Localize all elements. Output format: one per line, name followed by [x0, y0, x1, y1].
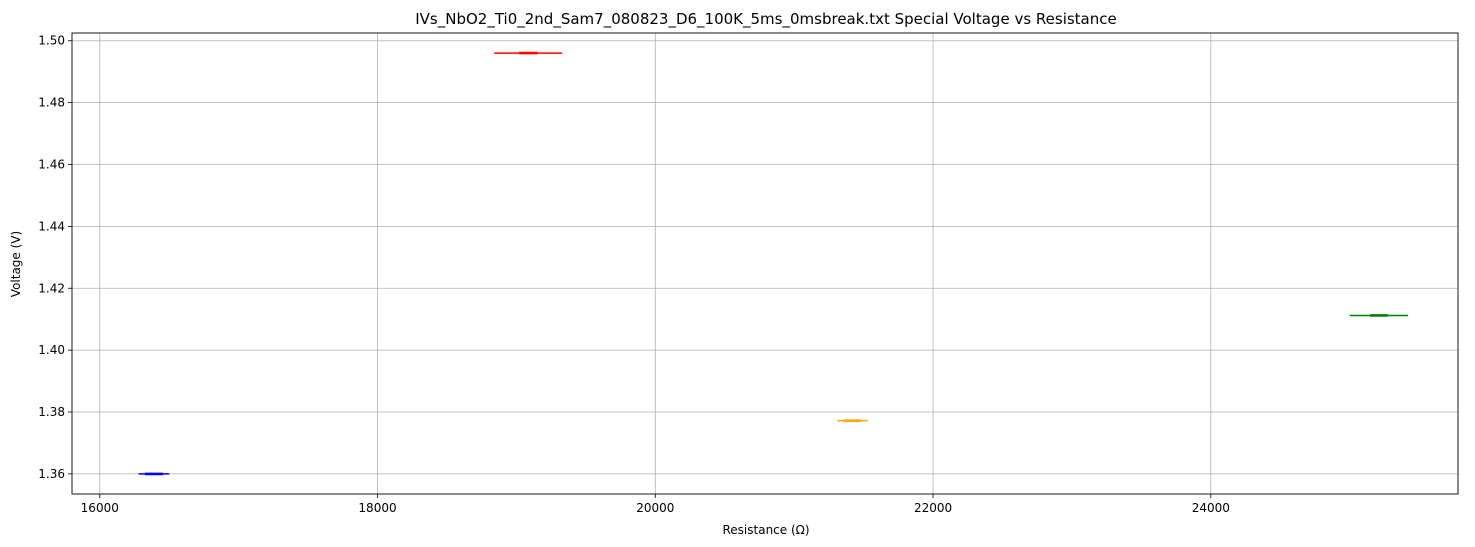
x-tick-label: 24000 — [1192, 501, 1230, 515]
y-tick-label: 1.42 — [38, 281, 65, 295]
y-tick-label: 1.46 — [38, 157, 65, 171]
data-marks — [138, 51, 1409, 476]
y-tick-label: 1.44 — [38, 219, 65, 233]
y-tick-label: 1.36 — [38, 467, 65, 481]
x-tick-label: 20000 — [636, 501, 674, 515]
y-axis: 1.36 1.38 1.40 1.42 1.44 1.46 1.48 1.50 — [38, 34, 72, 481]
x-tick-label: 22000 — [914, 501, 952, 515]
x-axis-title: Resistance (Ω) — [722, 523, 809, 537]
y-axis-title: Voltage (V) — [9, 231, 23, 297]
y-tick-label: 1.50 — [38, 34, 65, 48]
x-axis: 16000 18000 20000 22000 24000 — [81, 494, 1230, 515]
chart-title: IVs_NbO2_Ti0_2nd_Sam7_080823_D6_100K_5ms… — [415, 10, 1116, 29]
x-tick-label: 16000 — [81, 501, 119, 515]
plot-frame — [71, 32, 1459, 495]
y-tick-label: 1.40 — [38, 343, 65, 357]
y-tick-label: 1.38 — [38, 405, 65, 419]
x-tick-label: 18000 — [358, 501, 396, 515]
grid — [72, 33, 1458, 494]
y-tick-label: 1.48 — [38, 96, 65, 110]
